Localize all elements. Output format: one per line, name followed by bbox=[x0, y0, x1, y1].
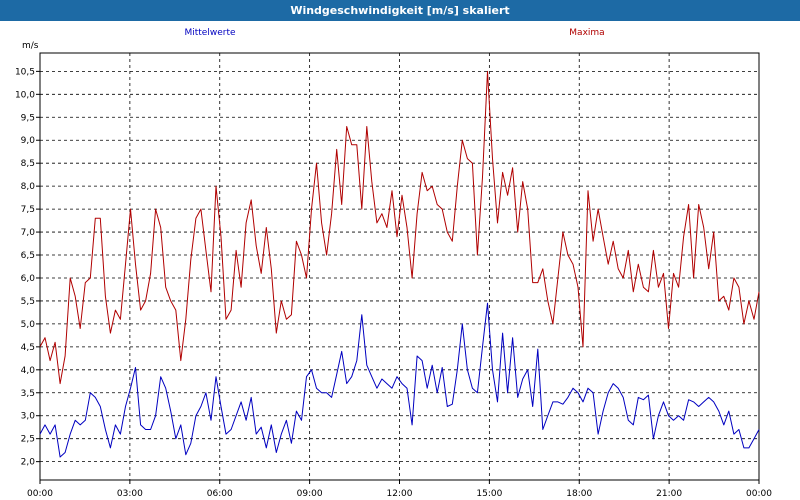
y-tick-label: 2,5 bbox=[21, 435, 35, 445]
y-tick-label: 9,0 bbox=[21, 136, 36, 146]
y-tick-label: 7,0 bbox=[21, 228, 36, 238]
series-line-maxima bbox=[39, 70, 760, 385]
y-tick-label: 9,5 bbox=[21, 113, 35, 123]
y-tick-label: 8,0 bbox=[21, 182, 36, 192]
x-tick-time-label: 03:00 bbox=[117, 489, 143, 499]
y-tick-label: 3,5 bbox=[21, 389, 35, 399]
x-tick-time-label: 09:00 bbox=[297, 489, 323, 499]
x-tick-time-label: 00:00 bbox=[746, 489, 772, 499]
y-tick-label: 3,0 bbox=[21, 412, 36, 422]
x-tick-time-label: 18:00 bbox=[566, 489, 592, 499]
y-tick-label: 4,0 bbox=[21, 366, 36, 376]
x-tick-time-label: 21:00 bbox=[656, 489, 682, 499]
x-tick-time-label: 00:00 bbox=[27, 489, 53, 499]
y-tick-label: 6,5 bbox=[21, 251, 35, 261]
series-line-mittelwerte bbox=[39, 302, 760, 458]
x-tick-time-label: 12:00 bbox=[387, 489, 413, 499]
data-series bbox=[39, 70, 760, 458]
y-tick-label: 8,5 bbox=[21, 159, 35, 169]
x-tick-time-label: 15:00 bbox=[476, 489, 502, 499]
legend-mittelwerte: Mittelwerte bbox=[184, 28, 235, 38]
x-axis-ticks: 00:0023.02.1903:0023.02.1906:0023.02.190… bbox=[27, 480, 772, 499]
y-tick-label: 7,5 bbox=[21, 205, 35, 215]
y-tick-label: 6,0 bbox=[21, 274, 36, 284]
y-tick-label: 2,0 bbox=[21, 458, 36, 468]
window-title: Windgeschwindigkeit [m/s] skaliert bbox=[0, 0, 800, 21]
y-tick-label: 10,5 bbox=[15, 67, 35, 77]
vertical-gridlines bbox=[129, 53, 670, 480]
chart-area: 2,0 2,5 3,0 3,5 4,0 4,5 5,0 5,5 6,0 6,5 7,0 7,5 8,0 8… bbox=[15, 28, 772, 499]
y-tick-label: 10,0 bbox=[15, 90, 35, 100]
y-axis-ticks: 2,0 2,5 3,0 3,5 4,0 4,5 5,0 5,5 6,0 6,5 7,0 7,5 8,0 8… bbox=[15, 67, 40, 468]
legend-maxima: Maxima bbox=[569, 28, 604, 38]
y-tick-label: 5,0 bbox=[21, 320, 36, 330]
y-axis-unit-label: m/s bbox=[22, 41, 39, 51]
y-tick-label: 5,5 bbox=[21, 297, 35, 307]
x-tick-time-label: 06:00 bbox=[207, 489, 233, 499]
y-tick-label: 4,5 bbox=[21, 343, 35, 353]
